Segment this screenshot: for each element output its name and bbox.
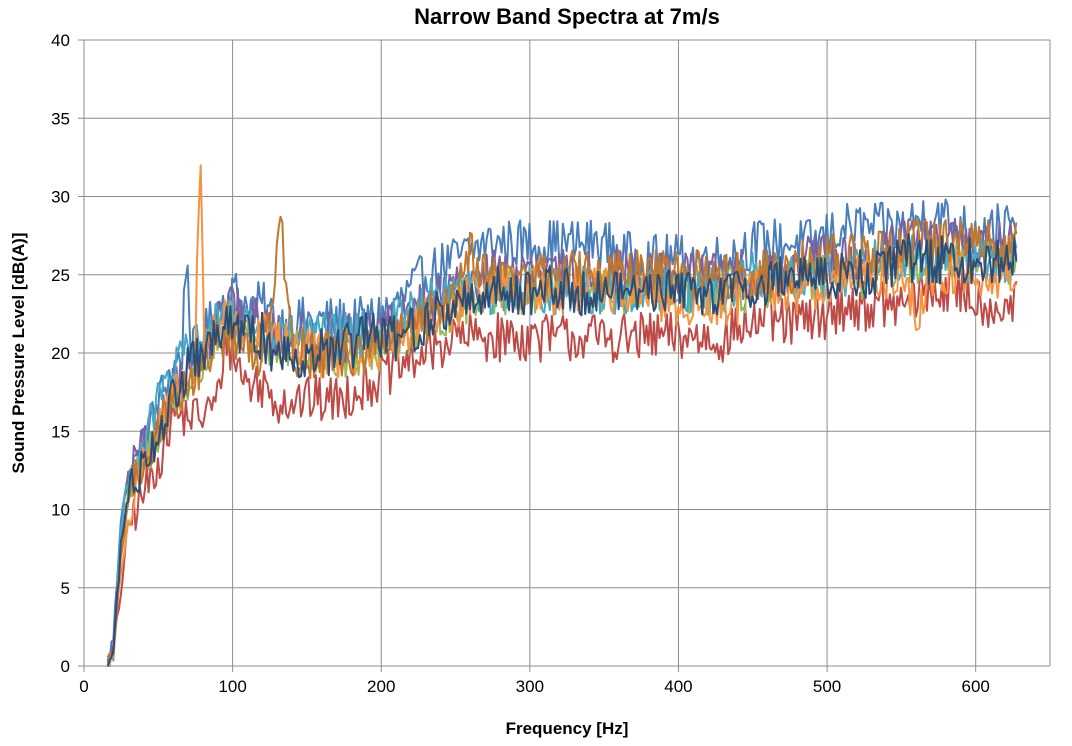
y-tick-label: 35 <box>51 109 70 128</box>
series-line <box>106 266 1018 667</box>
series-line <box>106 233 1018 667</box>
y-tick-label: 10 <box>51 501 70 520</box>
y-axis-title: Sound Pressure Level [dB(A)] <box>9 233 28 474</box>
y-tick-label: 40 <box>51 31 70 50</box>
y-tick-label: 30 <box>51 188 70 207</box>
chart-title: Narrow Band Spectra at 7m/s <box>414 4 720 29</box>
x-tick-label: 0 <box>79 677 88 696</box>
y-tick-label: 0 <box>61 657 70 676</box>
x-tick-label: 100 <box>218 677 246 696</box>
y-tick-label: 5 <box>61 579 70 598</box>
y-tick-label: 15 <box>51 422 70 441</box>
x-tick-label: 500 <box>813 677 841 696</box>
y-tick-label: 25 <box>51 266 70 285</box>
y-tick-label: 20 <box>51 344 70 363</box>
series-line <box>106 198 1018 663</box>
x-tick-label: 400 <box>664 677 692 696</box>
x-tick-label: 200 <box>367 677 395 696</box>
x-tick-label: 300 <box>516 677 544 696</box>
x-tick-label: 600 <box>962 677 990 696</box>
x-axis-title: Frequency [Hz] <box>506 719 629 738</box>
series-layer <box>106 164 1018 667</box>
